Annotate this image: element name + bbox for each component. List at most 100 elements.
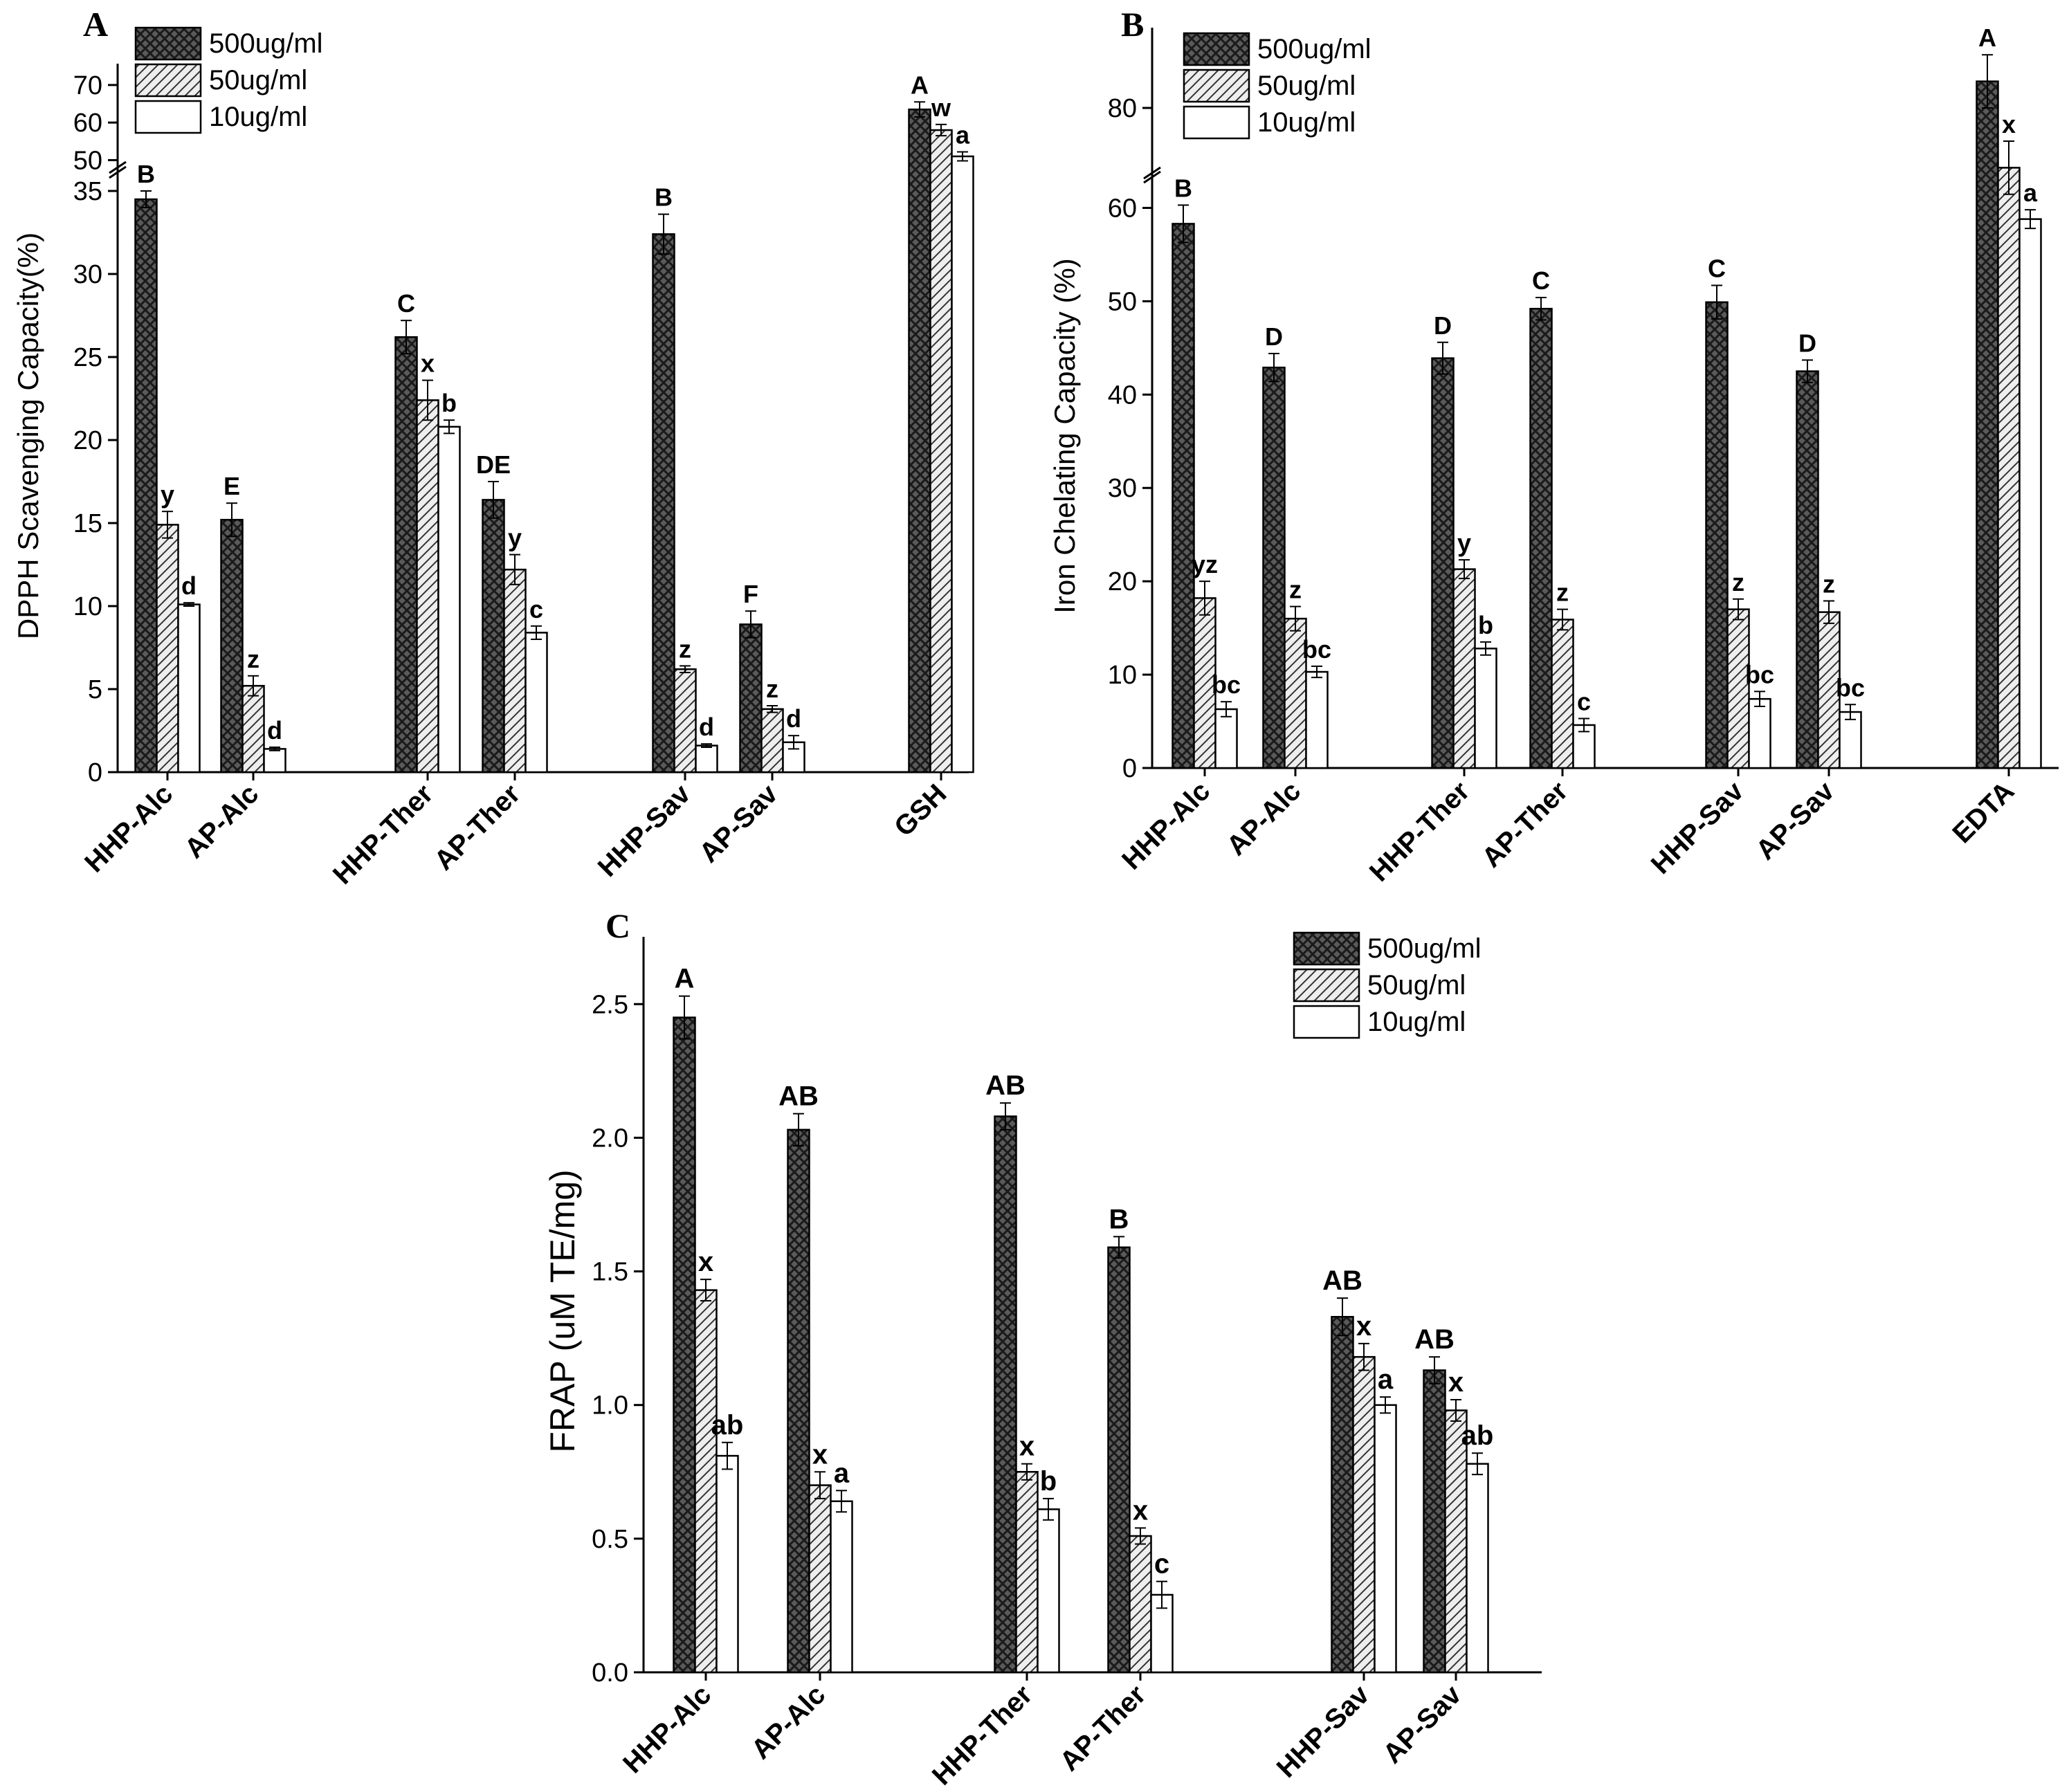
significance-letter: z: [1732, 568, 1744, 596]
significance-letter: C: [1708, 254, 1726, 282]
significance-letter: a: [2023, 179, 2038, 207]
legend-swatch: [1183, 32, 1250, 66]
x-tick-label-hhp-sav: HHP-Sav: [1646, 776, 1750, 880]
significance-letter: A: [911, 71, 929, 99]
significance-letter: B: [137, 160, 155, 188]
x-tick-label-hhp-ther: HHP-Ther: [927, 1679, 1039, 1791]
x-tick-label-ap-alc: AP-Alc: [179, 778, 265, 864]
legend-swatch: [1183, 68, 1250, 103]
legend-swatch: [1183, 105, 1250, 140]
significance-letter: b: [1040, 1466, 1057, 1497]
x-tick-label-ap-sav: AP-Sav: [693, 778, 784, 869]
legend-swatch: [134, 100, 202, 134]
bar-edta-10ug-ml: [2018, 218, 2042, 769]
significance-letter: d: [786, 704, 801, 733]
bar-hhp-alc-50ug-ml: [1193, 597, 1216, 769]
x-tick-label-hhp-sav: HHP-Sav: [1271, 1679, 1376, 1784]
significance-letter: y: [161, 480, 174, 509]
legend-label: 50ug/ml: [1367, 970, 1466, 1000]
bar-hhp-ther-10ug-ml: [437, 426, 461, 774]
legend-label: 10ug/ml: [1257, 107, 1356, 138]
significance-letter: c: [1154, 1549, 1169, 1580]
significance-letter: x: [421, 349, 435, 378]
bar-hhp-alc-50ug-ml: [156, 524, 179, 774]
y-tick-label: 0: [88, 758, 102, 787]
significance-letter: z: [1289, 576, 1302, 604]
significance-letter: D: [1265, 322, 1283, 351]
significance-letter: b: [1478, 611, 1493, 639]
bar-ap-sav-10ug-ml: [1466, 1463, 1489, 1674]
bar-hhp-sav-500ug-ml: [652, 233, 675, 774]
significance-letter: x: [1133, 1495, 1148, 1526]
significance-letter: d: [699, 713, 714, 741]
significance-letter: d: [267, 716, 282, 744]
bar-hhp-sav-500ug-ml: [1331, 1315, 1354, 1674]
significance-letter: z: [766, 675, 778, 703]
significance-letter: bc: [1836, 673, 1865, 702]
bar-ap-sav-500ug-ml: [1796, 370, 1819, 769]
bar-hhp-ther-500ug-ml: [994, 1115, 1017, 1674]
significance-letter: yz: [1192, 550, 1218, 578]
significance-letter: DE: [476, 450, 511, 479]
bar-ap-ther-500ug-ml: [1529, 307, 1553, 769]
y-tick-label: 15: [73, 509, 102, 538]
legend-swatch: [134, 63, 202, 98]
significance-letter: B: [1109, 1204, 1129, 1234]
significance-letter: x: [1356, 1311, 1371, 1342]
axis-break-mark: [109, 161, 127, 174]
bar-ap-alc-50ug-ml: [1284, 617, 1307, 769]
x-tick-label-ap-sav: AP-Sav: [1377, 1679, 1468, 1770]
bar-hhp-alc-50ug-ml: [694, 1289, 718, 1674]
significance-letter: bc: [1302, 635, 1331, 664]
x-tick-label-ap-ther: AP-Ther: [1054, 1679, 1151, 1777]
bar-ap-sav-50ug-ml: [760, 708, 784, 774]
y-tick-label: 1.0: [592, 1391, 628, 1420]
y-tick-label: 60: [1108, 194, 1137, 223]
y-tick-label: 30: [1108, 474, 1137, 503]
significance-letter: x: [2002, 110, 2016, 138]
legend-swatch: [1293, 968, 1360, 1003]
bar-hhp-ther-500ug-ml: [1431, 357, 1455, 769]
y-axis-title: Iron Chelating Capacity (%): [1048, 258, 1081, 614]
bar-hhp-sav-10ug-ml: [1748, 697, 1771, 769]
bar-hhp-ther-500ug-ml: [394, 336, 418, 774]
significance-letter: A: [675, 964, 695, 994]
bar-ap-alc-50ug-ml: [808, 1484, 832, 1674]
bar-ap-alc-500ug-ml: [1262, 366, 1286, 769]
x-tick-label-hhp-sav: HHP-Sav: [592, 778, 697, 883]
bar-ap-ther-500ug-ml: [482, 499, 505, 774]
significance-letter: A: [1978, 24, 1996, 52]
x-tick-label-ap-sav: AP-Sav: [1750, 776, 1841, 866]
bar-ap-alc-10ug-ml: [263, 748, 286, 774]
bar-hhp-sav-50ug-ml: [673, 668, 697, 774]
significance-letter: z: [247, 645, 259, 673]
y-tick-label: 2.5: [592, 990, 628, 1019]
significance-letter: y: [1457, 529, 1471, 557]
panel-c-letter: C: [605, 906, 630, 945]
significance-letter: d: [181, 572, 197, 600]
significance-letter: AB: [1322, 1265, 1362, 1296]
y-tick-label: 50: [73, 146, 102, 175]
x-tick-label-hhp-ther: HHP-Ther: [1364, 776, 1476, 888]
y-tick-label: 35: [73, 177, 102, 206]
x-tick-label-hhp-alc: HHP-Alc: [79, 778, 179, 878]
y-tick-label: 20: [1108, 567, 1137, 596]
bar-ap-alc-10ug-ml: [1305, 670, 1329, 769]
significance-letter: E: [224, 472, 240, 500]
bar-hhp-sav-10ug-ml: [695, 744, 718, 774]
panel-a-letter: A: [83, 5, 108, 44]
legend-swatch: [1293, 1005, 1360, 1039]
significance-letter: bc: [1212, 670, 1241, 699]
bar-hhp-alc-10ug-ml: [177, 603, 201, 774]
x-tick-label-hhp-alc: HHP-Alc: [617, 1679, 717, 1779]
y-tick-label: 80: [1108, 94, 1137, 123]
significance-letter: C: [1532, 266, 1550, 295]
significance-letter: z: [1823, 569, 1835, 598]
bar-hhp-sav-50ug-ml: [1352, 1355, 1376, 1674]
bar-hhp-alc-500ug-ml: [673, 1016, 696, 1674]
y-tick-label: 10: [73, 592, 102, 621]
significance-letter: AB: [778, 1081, 819, 1112]
